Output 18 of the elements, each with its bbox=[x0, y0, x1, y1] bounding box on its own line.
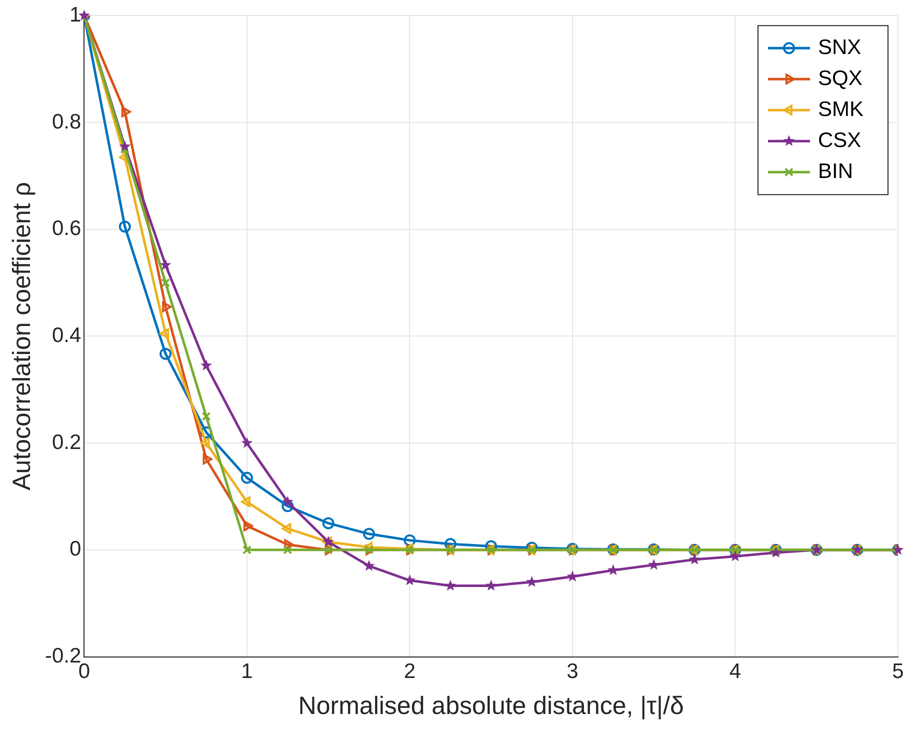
legend-label: SNX bbox=[818, 36, 862, 59]
y-axis-title: Autocorrelation coefficient ρ bbox=[8, 182, 36, 490]
x-axis-title: Normalised absolute distance, |τ|/δ bbox=[298, 692, 684, 720]
x-tick-label: 2 bbox=[404, 660, 416, 684]
y-tick-label: 0.8 bbox=[52, 110, 82, 134]
legend-label: SMK bbox=[818, 98, 864, 121]
x-tick-label: 3 bbox=[566, 660, 578, 684]
x-tick-label: 4 bbox=[729, 660, 742, 684]
y-tick-label: 0.4 bbox=[52, 324, 82, 347]
y-tick-label: 0.6 bbox=[52, 217, 82, 240]
legend-label: SQX bbox=[818, 66, 862, 90]
x-tick-label: 5 bbox=[892, 660, 904, 684]
y-tick-label: 0.2 bbox=[52, 430, 82, 454]
y-tick-label: 1 bbox=[70, 3, 82, 26]
x-tick-label: 1 bbox=[241, 660, 253, 684]
legend-label: CSX bbox=[818, 128, 862, 152]
y-tick-label: 0 bbox=[70, 538, 82, 561]
legend-label: BIN bbox=[818, 160, 854, 183]
